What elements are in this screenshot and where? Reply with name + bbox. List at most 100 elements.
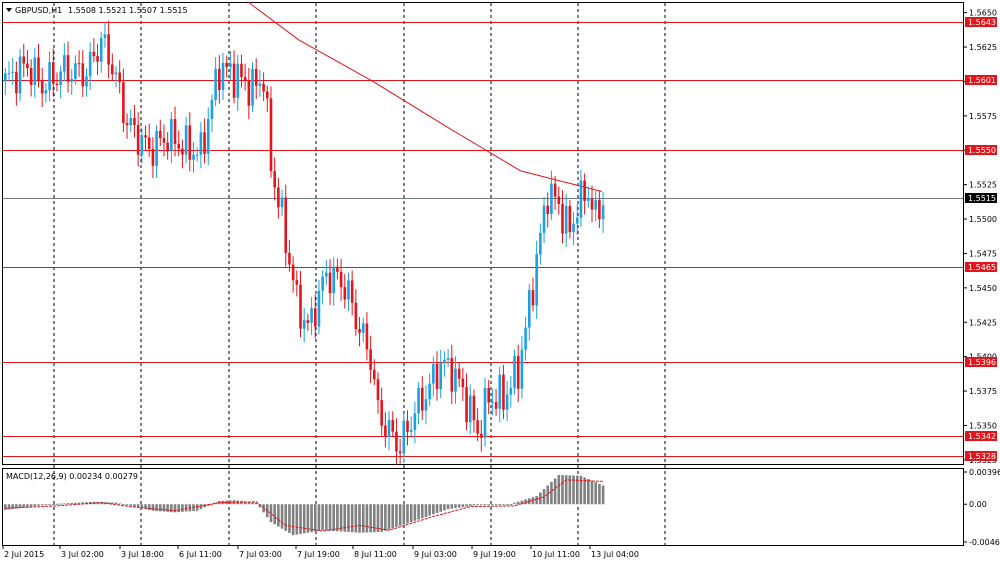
macd-bar [317, 504, 321, 531]
macd-bar [516, 501, 520, 505]
candle-body [424, 399, 428, 411]
macd-bar [122, 504, 125, 506]
candle-body [70, 78, 74, 82]
candle-body [232, 63, 236, 98]
candle-body [103, 34, 107, 38]
candle-body [254, 69, 258, 86]
candle-body [18, 56, 22, 94]
candle-body [402, 420, 406, 454]
macd-bar [170, 504, 173, 513]
candle-body [454, 368, 457, 392]
candle-body [472, 395, 476, 421]
candle-body [302, 320, 306, 329]
candle-body [273, 171, 276, 188]
macd-bar [37, 504, 40, 506]
ohlc-label: 1.5508 1.5521 1.5507 1.5515 [68, 6, 188, 15]
macd-bar [428, 504, 431, 516]
macd-axis: 0.00396 0.00 -0.00464 [963, 468, 1000, 547]
candle-body [524, 327, 527, 350]
session-separators [53, 3, 666, 545]
candle-body [358, 329, 361, 333]
candle-body [310, 308, 313, 323]
candle-body [564, 205, 568, 234]
macd-bar [55, 503, 59, 505]
macd-bar [11, 504, 14, 509]
macd-bar [424, 504, 428, 517]
candle-body [48, 62, 51, 91]
price-tick-label: 1.5500 [969, 215, 997, 224]
macd-bar [480, 504, 483, 506]
macd-bar [310, 504, 313, 533]
candle-body [384, 425, 387, 437]
time-tick-label: 10 Jul 11:00 [532, 550, 580, 559]
macd-bar [461, 504, 465, 508]
macd-bar [280, 504, 284, 529]
candle-body [387, 420, 391, 437]
macd-bar [420, 504, 424, 519]
time-tick-label: 8 Jul 11:00 [354, 550, 397, 559]
time-tick-label: 6 Jul 11:00 [179, 550, 222, 559]
candle-body [295, 280, 299, 285]
candle-body [590, 198, 594, 210]
candle-body [247, 80, 251, 106]
macd-bar [402, 504, 406, 525]
candle-body [432, 363, 435, 384]
macd-bar [158, 504, 162, 512]
dropdown-triangle-icon[interactable] [6, 8, 12, 12]
candle-body [51, 62, 55, 84]
macd-bar [15, 504, 18, 509]
candle-body [96, 56, 99, 62]
candle-body [487, 388, 490, 403]
macd-bar [498, 504, 502, 506]
candle-body [251, 69, 254, 106]
candle-body [133, 118, 136, 126]
macd-bar [369, 504, 372, 533]
price-tick-label: 1.5525 [969, 181, 997, 190]
candle-body [218, 68, 221, 91]
macd-bar [413, 504, 417, 521]
candle-body [81, 63, 85, 87]
candle-body [229, 63, 232, 68]
macd-bar [221, 500, 225, 505]
price-tick-label: 1.5375 [969, 387, 997, 396]
candle-body [85, 76, 88, 87]
macd-bar [74, 502, 77, 505]
candle-body [336, 266, 339, 272]
macd-bar [288, 504, 291, 533]
macd-bar [306, 504, 310, 533]
time-tick-label: 7 Jul 03:00 [239, 550, 282, 559]
price-tick-label: 1.5575 [969, 112, 997, 121]
macd-bar [561, 475, 564, 505]
macd-bar [59, 503, 62, 505]
candle-body [280, 197, 284, 208]
macd-bar [373, 504, 376, 533]
macd-bar [162, 504, 166, 512]
macd-bar [550, 481, 553, 505]
candle-body [391, 420, 395, 432]
candle-body [265, 91, 269, 99]
macd-bar [513, 502, 516, 505]
price-tick-label: 1.5625 [969, 43, 997, 52]
macd-bar [302, 504, 306, 534]
macd-bar [125, 504, 129, 506]
macd-bar [332, 504, 336, 532]
level-label: 1.5396 [968, 358, 996, 367]
level-lines [3, 22, 963, 457]
candle-body [568, 205, 572, 233]
macd-bar [417, 504, 420, 520]
macd-bar [476, 504, 479, 506]
candle-body [151, 149, 155, 166]
macd-bar [133, 504, 136, 507]
macd-bar [81, 502, 85, 505]
macd-bar [361, 504, 365, 533]
candle-body [601, 205, 605, 220]
macd-bar [527, 498, 531, 505]
candle-body [350, 280, 354, 303]
candle-body [184, 125, 188, 155]
level-label: 1.5328 [968, 452, 996, 461]
macd-bar [572, 475, 575, 505]
candle-body [395, 431, 398, 452]
macd-bar [336, 504, 339, 532]
macd-bar [494, 504, 498, 506]
